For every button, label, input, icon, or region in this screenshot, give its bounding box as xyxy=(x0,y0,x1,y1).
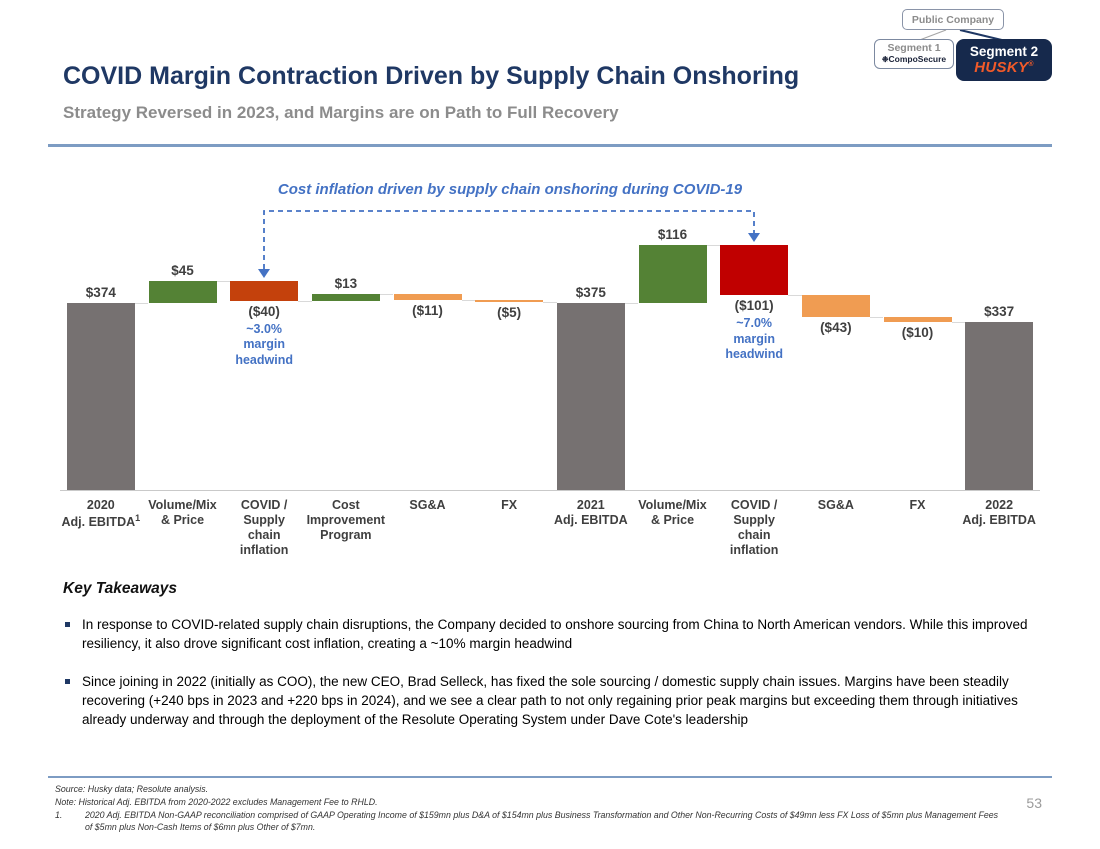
waterfall-bar xyxy=(883,316,952,322)
chart-annotation: Cost inflation driven by supply chain on… xyxy=(277,181,743,198)
footnote-text: 2020 Adj. EBITDA Non-GAAP reconciliation… xyxy=(85,809,999,833)
waterfall-bar xyxy=(720,244,789,295)
bar-value-label: ($10) xyxy=(901,324,934,340)
takeaway-text: In response to COVID-related supply chai… xyxy=(82,617,1028,651)
chart-baseline xyxy=(60,490,1040,491)
takeaway-text: Since joining in 2022 (initially as COO)… xyxy=(82,673,1018,727)
bar-value-label: $116 xyxy=(657,226,688,242)
bar-value-label: $374 xyxy=(85,285,116,300)
bar-value-label: $337 xyxy=(984,303,1015,319)
axis-category-label: FX xyxy=(501,498,518,512)
bar-value-label: ($101) xyxy=(734,298,774,313)
bullet-marker xyxy=(65,622,70,627)
waterfall-bar xyxy=(230,280,299,301)
connector-line xyxy=(788,295,802,296)
waterfall-bar xyxy=(638,244,707,303)
connector-line xyxy=(951,321,966,323)
footnote-item: 1. 2020 Adj. EBITDA Non-GAAP reconciliat… xyxy=(55,809,1005,835)
waterfall-bar xyxy=(965,321,1034,490)
axis-category-label: 2021 Adj. EBITDA xyxy=(554,498,628,527)
arrow-down-icon xyxy=(748,233,760,242)
connector-line xyxy=(543,302,557,303)
husky-logo: HUSKY® xyxy=(974,58,1034,76)
axis-category-label: SG&A xyxy=(409,498,446,512)
axis-category-label: COVID / Supply chain inflation xyxy=(239,498,289,557)
source-note: Source: Husky data; Resolute analysis. xyxy=(55,784,209,794)
axis-category-label: 2022 Adj. EBITDA xyxy=(962,498,1036,527)
waterfall-bar xyxy=(66,303,135,490)
slide-subtitle: Strategy Reversed in 2023, and Margins a… xyxy=(63,103,619,122)
takeaway-bullet: In response to COVID-related supply chai… xyxy=(63,616,1063,654)
connector-line xyxy=(461,299,476,301)
footer: Source: Husky data; Resolute analysis. N… xyxy=(55,783,1005,834)
waterfall-bar xyxy=(556,302,625,490)
connector-line xyxy=(134,303,149,304)
composecure-logo: ❉CompoSecure xyxy=(881,53,947,64)
arrow-down-icon xyxy=(258,269,270,278)
axis-category-label: Volume/Mix & Price xyxy=(148,498,217,527)
bullet-marker xyxy=(65,678,70,684)
waterfall-bar xyxy=(148,280,217,303)
margin-headwind-label: ~7.0% margin headwind xyxy=(725,316,783,362)
connector-line xyxy=(706,244,721,246)
public-company-box: Public Company xyxy=(902,9,1004,30)
segment2-label: Segment 2 xyxy=(969,43,1039,59)
connector-line xyxy=(216,280,231,282)
bar-value-label: $13 xyxy=(334,276,358,291)
title-divider xyxy=(48,144,1052,147)
segment1-label: Segment 1 xyxy=(887,42,941,55)
bar-value-label: ($11) xyxy=(412,302,443,318)
bar-value-label: ($5) xyxy=(497,305,522,320)
waterfall-bar xyxy=(801,295,870,317)
waterfall-bar xyxy=(393,294,462,300)
key-takeaways-heading: Key Takeaways xyxy=(63,580,178,597)
connector-line xyxy=(379,294,394,295)
connector-line xyxy=(624,302,639,304)
bar-value-label: $45 xyxy=(171,262,194,278)
page-number: 53 xyxy=(1026,795,1042,811)
waterfall-chart: Cost inflation driven by supply chain on… xyxy=(60,165,1040,565)
slide-title: COVID Margin Contraction Driven by Suppl… xyxy=(63,62,800,90)
axis-category-label: FX xyxy=(909,498,926,512)
bar-value-label: $375 xyxy=(575,284,606,300)
bar-value-label: ($40) xyxy=(248,303,280,319)
segment2-box: Segment 2 HUSKY® xyxy=(956,39,1052,81)
axis-category-label: COVID / Supply chain inflation xyxy=(729,498,779,557)
historical-note: Note: Historical Adj. EBITDA from 2020-2… xyxy=(55,796,378,807)
key-takeaways-list: In response to COVID-related supply chai… xyxy=(63,616,1063,748)
waterfall-bar xyxy=(311,294,380,301)
registered-mark: ® xyxy=(1028,60,1034,68)
axis-category-label: SG&A xyxy=(817,498,854,512)
composecure-mark-icon: ❉ xyxy=(881,54,889,64)
waterfall-bar xyxy=(475,299,544,302)
bar-value-label: ($43) xyxy=(820,319,852,335)
axis-category-label: Cost Improvement Program xyxy=(306,498,386,542)
takeaway-bullet: Since joining in 2022 (initially as COO)… xyxy=(63,673,1063,730)
connector-line xyxy=(869,316,884,318)
connector-line xyxy=(298,300,312,302)
segment1-box: Segment 1 ❉CompoSecure xyxy=(874,39,954,69)
footnote-number: 1. xyxy=(55,809,63,820)
margin-headwind-label: ~3.0% margin headwind xyxy=(235,321,293,367)
axis-category-label: 2020 Adj. EBITDA1 xyxy=(61,498,141,530)
public-company-label: Public Company xyxy=(911,13,995,26)
axis-category-label: Volume/Mix & Price xyxy=(638,498,707,527)
footer-divider xyxy=(48,776,1052,778)
